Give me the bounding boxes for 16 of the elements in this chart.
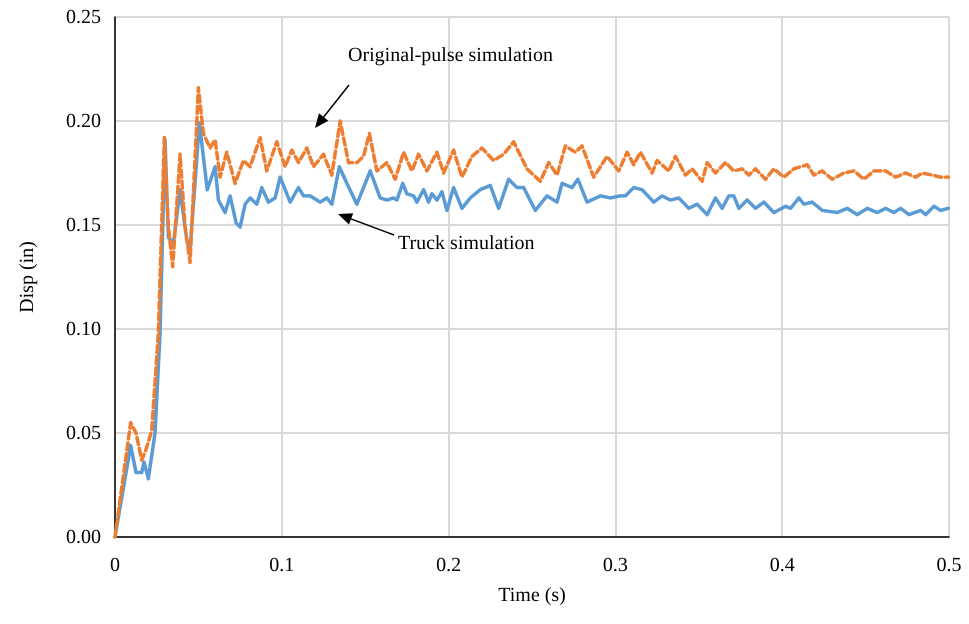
- x-tick-label: 0.4: [770, 554, 795, 576]
- annotation: Original-pulse simulation: [348, 44, 553, 66]
- y-tick-label: 0.05: [66, 422, 101, 444]
- x-tick-label: 0.2: [436, 554, 462, 576]
- x-tick-label: 0.1: [269, 554, 294, 576]
- y-tick-label: 0.20: [66, 110, 101, 132]
- y-tick-label: 0.00: [66, 526, 101, 548]
- y-tick-label: 0.10: [66, 318, 101, 340]
- x-tick-label: 0: [110, 554, 120, 576]
- annotation: Truck simulation: [398, 232, 534, 254]
- y-axis-title: Disp (in): [16, 241, 38, 313]
- y-tick-label: 0.15: [66, 214, 101, 236]
- y-tick-label: 0.25: [66, 6, 101, 28]
- x-tick-label: 0.3: [602, 554, 628, 576]
- x-tick-label: 0.5: [936, 554, 962, 576]
- x-axis-title: Time (s): [498, 584, 566, 606]
